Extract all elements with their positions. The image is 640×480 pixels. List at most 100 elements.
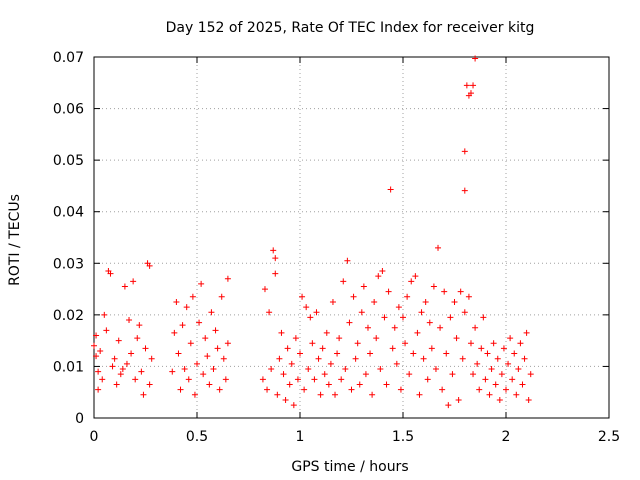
data-point	[198, 280, 205, 287]
data-point	[356, 381, 363, 388]
data-point	[274, 391, 281, 398]
data-point	[377, 366, 384, 373]
data-point	[208, 309, 215, 316]
data-point	[437, 324, 444, 331]
data-point	[404, 293, 411, 300]
data-point	[449, 371, 456, 378]
data-point	[288, 360, 295, 367]
data-point	[132, 376, 139, 383]
data-point	[517, 340, 524, 347]
data-point	[191, 391, 198, 398]
data-point	[224, 340, 231, 347]
data-point	[513, 391, 520, 398]
data-point	[121, 283, 128, 290]
data-point	[509, 376, 516, 383]
data-point	[348, 386, 355, 393]
data-point	[402, 340, 409, 347]
x-axis-label: GPS time / hours	[291, 459, 408, 475]
data-point	[181, 366, 188, 373]
data-point	[430, 283, 437, 290]
data-point	[130, 278, 137, 285]
data-point	[527, 371, 534, 378]
data-point	[385, 288, 392, 295]
data-point	[315, 355, 322, 362]
data-point	[443, 350, 450, 357]
data-point	[470, 371, 477, 378]
data-point	[261, 286, 268, 293]
data-point	[93, 353, 100, 360]
y-tick-label: 0.04	[53, 205, 84, 221]
data-point	[422, 298, 429, 305]
data-point	[212, 327, 219, 334]
grid-lines	[94, 57, 609, 418]
x-tick-label: 0	[90, 429, 99, 445]
y-tick-label: 0.03	[53, 256, 84, 272]
data-point	[338, 376, 345, 383]
data-point	[272, 255, 279, 262]
data-point	[115, 337, 122, 344]
data-point	[459, 355, 466, 362]
data-point	[383, 381, 390, 388]
data-point	[470, 82, 477, 89]
data-point	[379, 268, 386, 275]
data-point	[327, 360, 334, 367]
data-point	[148, 355, 155, 362]
plot-frame	[93, 56, 610, 419]
data-point	[210, 366, 217, 373]
data-point	[490, 340, 497, 347]
data-point	[410, 350, 417, 357]
data-point	[307, 314, 314, 321]
data-point	[175, 350, 182, 357]
data-point	[352, 355, 359, 362]
data-point	[424, 376, 431, 383]
data-point	[218, 293, 225, 300]
data-point	[282, 396, 289, 403]
data-point	[418, 309, 425, 316]
data-point	[472, 55, 479, 62]
y-tick-label: 0	[75, 411, 84, 427]
data-point	[453, 335, 460, 342]
data-point	[140, 391, 147, 398]
data-point	[259, 376, 266, 383]
data-point	[173, 298, 180, 305]
data-point	[416, 391, 423, 398]
data-points	[91, 55, 534, 409]
data-point	[414, 329, 421, 336]
data-point	[432, 366, 439, 373]
data-point	[387, 186, 394, 193]
data-point	[214, 345, 221, 352]
data-point	[95, 386, 102, 393]
data-point	[467, 340, 474, 347]
data-point	[426, 319, 433, 326]
data-point	[297, 350, 303, 357]
data-point	[408, 278, 415, 285]
data-point	[294, 376, 301, 383]
data-point	[301, 386, 308, 393]
data-point	[206, 381, 213, 388]
data-point	[185, 376, 192, 383]
data-point	[511, 350, 518, 357]
data-point	[276, 355, 283, 362]
data-point	[171, 329, 178, 336]
data-point	[224, 275, 231, 282]
data-point	[461, 309, 468, 316]
data-point	[146, 262, 153, 269]
data-point	[381, 314, 388, 321]
data-point	[299, 293, 306, 300]
data-point	[461, 187, 468, 194]
data-point	[525, 396, 532, 403]
data-point	[290, 402, 297, 409]
data-point	[397, 386, 404, 393]
data-point	[457, 288, 464, 295]
data-point	[222, 376, 229, 383]
data-point	[340, 278, 347, 285]
y-tick-label: 0.01	[53, 359, 84, 375]
data-point	[362, 371, 369, 378]
data-point	[268, 366, 275, 373]
data-point	[467, 90, 474, 97]
data-point	[498, 371, 505, 378]
data-point	[313, 309, 320, 316]
data-point	[428, 345, 435, 352]
y-tick-label: 0.07	[53, 50, 84, 66]
data-point	[519, 381, 526, 388]
